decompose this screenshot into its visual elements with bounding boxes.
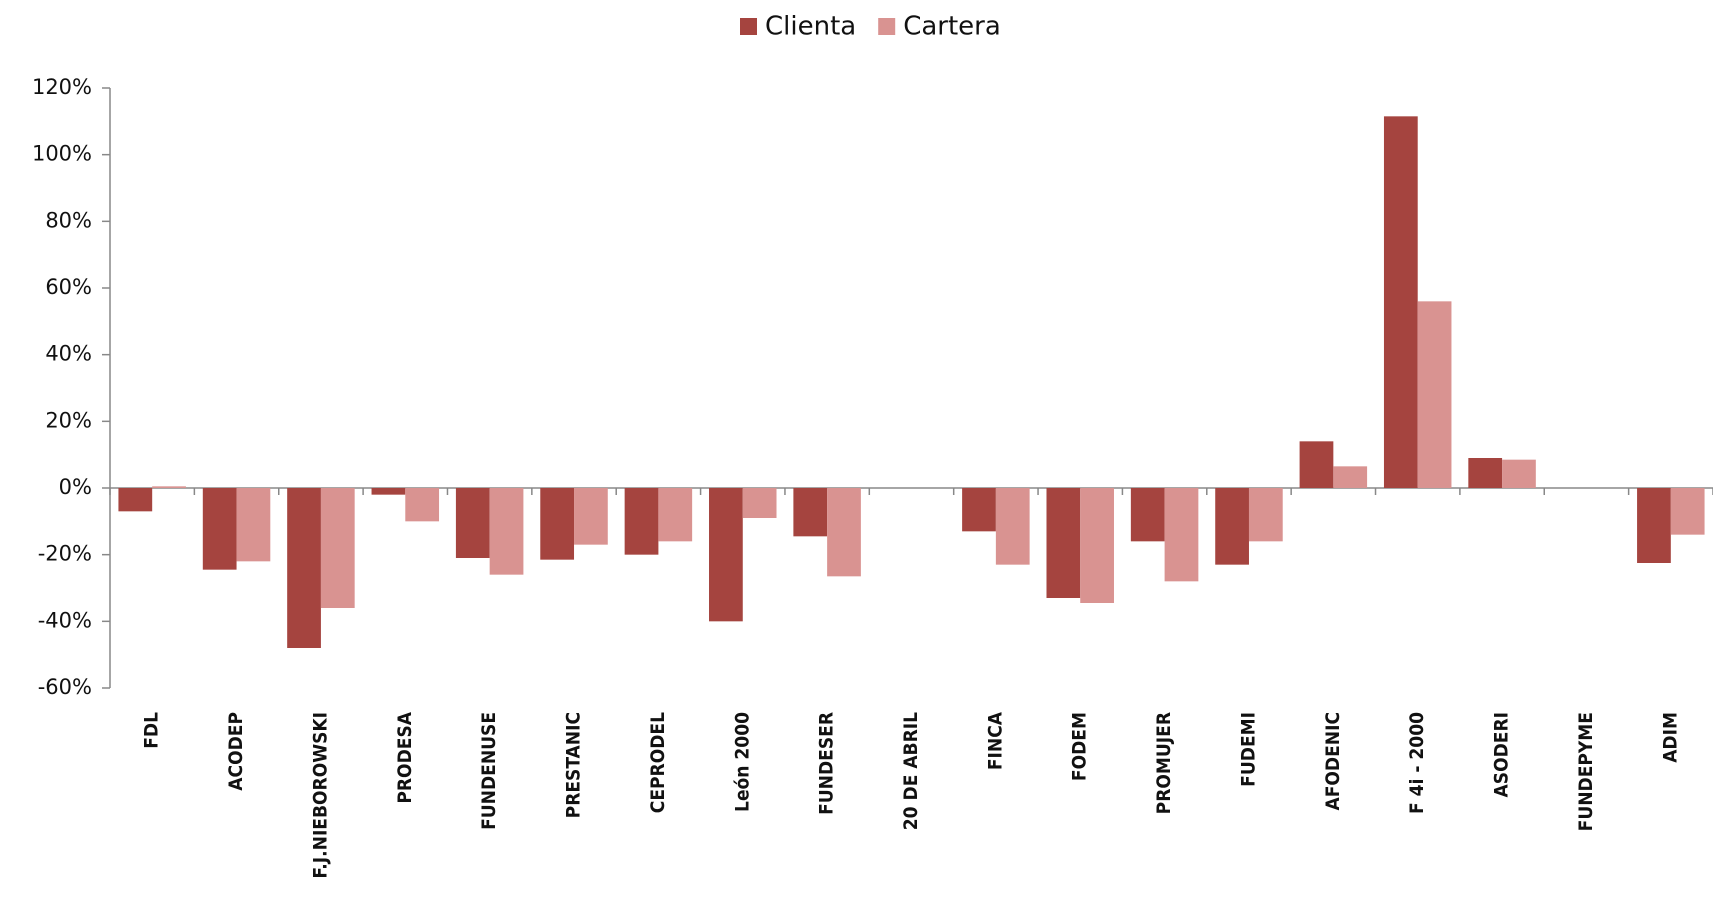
bar [1248,488,1283,542]
bar [1299,441,1334,488]
x-tick-label: F.J.NIEBOROWSKI [309,712,331,879]
x-tick-label: FODEM [1069,712,1091,781]
x-tick-label-group: ASODERI [1491,712,1513,797]
legend-label: Clienta [765,12,856,42]
x-tick-label: ASODERI [1491,712,1513,797]
x-tick-label: ADIM [1659,712,1681,763]
x-tick-label: FUNDESER [816,712,838,815]
legend-swatch [878,18,896,35]
bar [371,488,406,495]
y-tick-label: -20% [38,542,92,566]
y-tick-label: -40% [38,608,92,632]
bar [624,488,659,555]
x-tick-label-group: FODEM [1069,712,1091,781]
x-tick-label: PRODESA [394,711,416,803]
x-tick-label: F 4i - 2000 [1406,712,1428,814]
y-tick-label: 20% [45,408,92,432]
x-tick-label-group: 20 DE ABRIL [900,712,922,830]
x-tick-label-group: León 2000 [731,712,753,812]
x-tick-label-group: ADIM [1659,712,1681,763]
bar [1046,488,1081,598]
bar [827,488,861,577]
y-tick-label: 0% [59,475,92,499]
y-tick-label: 60% [45,275,92,299]
x-tick-label-group: CEPRODEL [647,712,669,813]
bar [658,488,693,542]
y-tick-label: 100% [32,142,92,166]
bar [118,488,153,512]
bar [202,488,237,570]
bar [152,486,186,488]
bar [709,488,743,622]
x-tick-label-group: AFODENIC [1322,712,1344,811]
bar [540,488,575,560]
bar [1215,488,1249,565]
x-tick-label: PRESTANIC [563,712,585,818]
x-tick-label: FUNDEPYME [1575,712,1597,831]
x-tick-label: ACODEP [225,712,247,791]
bar [962,488,996,532]
x-tick-label-group: FINCA [984,711,1006,770]
bar [320,488,355,608]
bar [1164,488,1199,582]
bar [489,488,524,575]
x-tick-label: FINCA [984,711,1006,770]
bar [1130,488,1165,542]
x-tick-label-group: FDL [141,712,163,749]
bar [1333,466,1368,488]
x-tick-label-group: ACODEP [225,712,247,791]
bar [995,488,1030,565]
bar [793,488,828,537]
x-tick-label-group: F.J.NIEBOROWSKI [309,712,331,879]
x-tick-label: CEPRODEL [647,712,669,813]
bar [236,488,271,562]
x-tick-label: FUNDENUSE [478,712,500,830]
legend-swatch [740,18,757,35]
bar [742,488,777,518]
bar [1670,488,1705,535]
y-tick-label: 120% [32,75,92,99]
x-tick-label-group: FUDEMI [1237,712,1259,787]
bar [1468,458,1503,488]
bar [455,488,490,558]
x-tick-label: PROMUJER [1153,712,1175,814]
bar [1502,459,1536,488]
x-tick-label: AFODENIC [1322,712,1344,811]
x-tick-label: 20 DE ABRIL [900,712,922,830]
y-tick-label: -60% [38,675,92,699]
x-tick-label-group: FUNDENUSE [478,712,500,830]
x-tick-label-group: F 4i - 2000 [1406,712,1428,814]
x-tick-label: FUDEMI [1237,712,1259,787]
bar [1080,488,1114,603]
legend-label: Cartera [903,12,1001,42]
bar [1417,301,1452,488]
x-tick-label-group: PRODESA [394,711,416,803]
y-tick-label: 80% [45,208,92,232]
x-tick-label: FDL [141,712,163,749]
x-tick-label: León 2000 [731,712,753,812]
bar [405,488,440,522]
x-tick-label-group: FUNDEPYME [1575,712,1597,831]
bar [287,488,321,648]
y-tick-label: 40% [45,342,92,366]
bar [1637,488,1671,563]
bar [574,488,608,545]
x-tick-label-group: FUNDESER [816,712,838,815]
x-tick-label-group: PRESTANIC [563,712,585,818]
x-tick-label-group: PROMUJER [1153,712,1175,814]
bar [1383,116,1418,488]
